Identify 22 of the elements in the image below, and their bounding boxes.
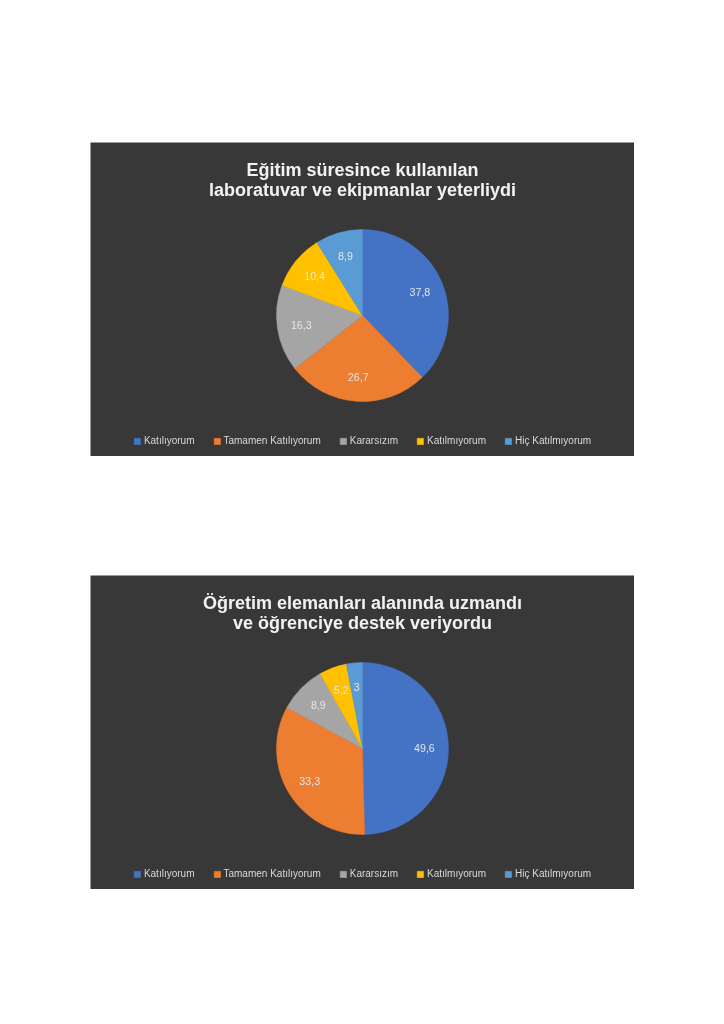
legend-label: Tamamen Katılıyorum [223, 868, 321, 879]
legend-label: Kararsızım [349, 868, 399, 879]
data-label: 16,3 [290, 318, 312, 331]
chart-title: Eğitim süresince kullanılan laboratuvar ve ekipmanlar yeterliydi [208, 159, 517, 200]
data-label: 5,2 [333, 684, 349, 697]
data-label: 8,9 [338, 249, 353, 262]
legend-label: Katılmıyorum [427, 868, 486, 879]
data-label: 37,8 [409, 286, 431, 299]
data-label: 3 [353, 680, 360, 693]
legend-label: Kararsızım [349, 435, 399, 446]
legend-label: Katılıyorum [143, 435, 195, 446]
chart-title: Öğretim elemanları alanında uzmandı ve öğrenciye destek veriyordu [202, 592, 523, 633]
data-label: 49,6 [414, 741, 435, 754]
legend-label: Katılmıyorum [427, 435, 486, 446]
data-label: 33,3 [299, 774, 321, 787]
legend-label: Katılıyorum [143, 868, 195, 879]
legend-label: Hiç Katılmıyorum [514, 868, 592, 879]
data-label: 10,4 [304, 270, 326, 283]
legend-label: Hiç Katılmıyorum [514, 435, 592, 446]
legend-label: Tamamen Katılıyorum [223, 435, 321, 446]
data-label: 8,9 [310, 699, 326, 712]
data-label: 26,7 [347, 371, 369, 384]
